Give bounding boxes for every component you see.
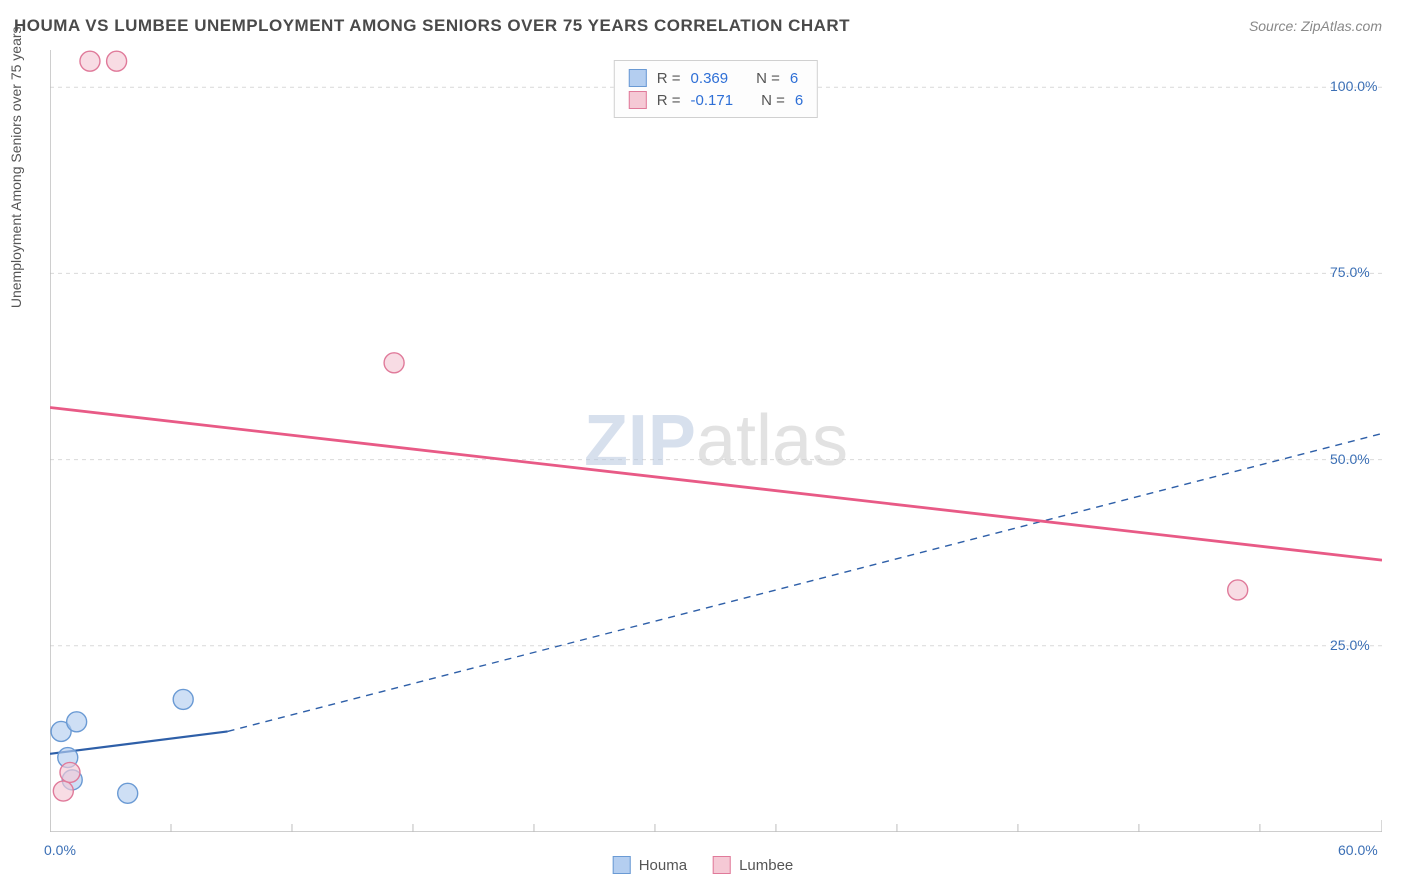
n-value: 6	[790, 70, 798, 87]
legend-swatch	[613, 856, 631, 874]
correlation-stats-box: R = 0.369 N = 6 R = -0.171 N = 6	[614, 60, 818, 118]
chart-title: HOUMA VS LUMBEE UNEMPLOYMENT AMONG SENIO…	[14, 16, 850, 36]
x-tick-label: 0.0%	[44, 842, 76, 858]
legend-label: Houma	[639, 857, 687, 874]
r-value: 0.369	[691, 70, 729, 87]
n-label: N =	[756, 70, 780, 87]
y-tick-label: 25.0%	[1330, 637, 1370, 653]
y-tick-label: 75.0%	[1330, 264, 1370, 280]
y-tick-label: 100.0%	[1330, 78, 1377, 94]
r-label: R =	[657, 92, 681, 109]
stats-swatch	[629, 69, 647, 87]
x-tick-label: 60.0%	[1338, 842, 1378, 858]
r-value: -0.171	[691, 92, 734, 109]
series-legend: Houma Lumbee	[613, 856, 794, 874]
scatter-plot	[50, 50, 1382, 832]
chart-source: Source: ZipAtlas.com	[1249, 18, 1382, 34]
r-label: R =	[657, 70, 681, 87]
n-value: 6	[795, 92, 803, 109]
stats-swatch	[629, 91, 647, 109]
legend-label: Lumbee	[739, 857, 793, 874]
stats-row: R = -0.171 N = 6	[629, 89, 803, 111]
legend-item: Lumbee	[713, 856, 793, 874]
y-axis-label: Unemployment Among Seniors over 75 years	[8, 26, 24, 308]
legend-swatch	[713, 856, 731, 874]
chart-area: Unemployment Among Seniors over 75 years…	[50, 50, 1382, 832]
stats-row: R = 0.369 N = 6	[629, 67, 803, 89]
y-tick-label: 50.0%	[1330, 451, 1370, 467]
chart-header: HOUMA VS LUMBEE UNEMPLOYMENT AMONG SENIO…	[0, 0, 1406, 36]
legend-item: Houma	[613, 856, 687, 874]
n-label: N =	[761, 92, 785, 109]
